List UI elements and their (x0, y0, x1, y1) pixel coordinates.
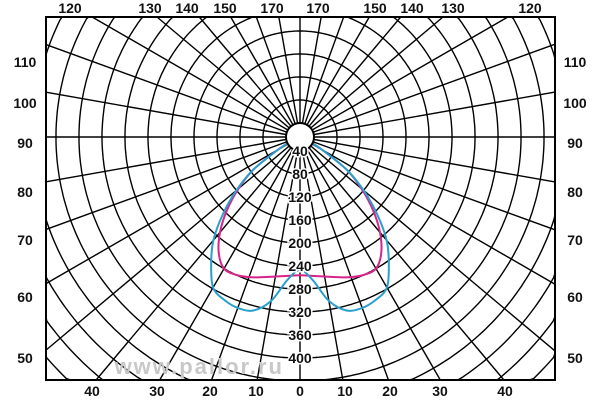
radial-gridline (299, 136, 344, 381)
bottom-angle-label: 10 (337, 383, 353, 399)
right-angle-label: 110 (564, 54, 587, 70)
bottom-angle-label: 30 (149, 383, 165, 399)
radial-value-label: 40 (292, 143, 308, 159)
right-angle-label: 60 (567, 289, 583, 305)
radial-gridline (299, 16, 444, 138)
top-angle-label: 140 (400, 0, 424, 16)
radial-value-label: 240 (288, 258, 312, 274)
left-angle-label: 50 (17, 350, 33, 366)
radial-gridline (299, 43, 556, 138)
radial-gridline (156, 16, 301, 138)
radial-gridline (45, 43, 301, 138)
bottom-angle-label: 0 (296, 383, 304, 399)
radial-gridline (91, 16, 301, 138)
left-angle-label: 90 (17, 135, 33, 151)
left-angle-label: 70 (17, 232, 33, 248)
radial-gridline (45, 136, 301, 231)
left-angle-label: 110 (14, 54, 37, 70)
left-angle-label: 100 (13, 95, 37, 111)
radial-gridline (256, 136, 301, 381)
top-angle-label: 130 (138, 0, 162, 16)
radial-value-label: 160 (288, 212, 312, 228)
radial-value-label: 360 (288, 327, 312, 343)
right-angle-label: 80 (567, 184, 583, 200)
radial-gridline (299, 16, 402, 138)
bottom-angle-label: 40 (497, 383, 513, 399)
bottom-angle-label: 20 (202, 383, 218, 399)
curves (210, 139, 390, 312)
radial-value-label: 280 (288, 281, 312, 297)
right-angle-label: 70 (567, 232, 583, 248)
top-angle-label: 130 (441, 0, 465, 16)
bottom-angle-label: 10 (248, 383, 264, 399)
top-angle-label: 120 (518, 0, 542, 16)
watermark: www.pallor.ru (114, 354, 284, 379)
radial-gridline (299, 136, 441, 381)
left-angle-label: 80 (17, 184, 33, 200)
radial-gridline (299, 16, 509, 138)
center-circle (285, 122, 315, 152)
right-angle-label: 90 (567, 135, 583, 151)
top-angle-label: 120 (58, 0, 82, 16)
radial-gridline (198, 16, 301, 138)
radial-value-label: 80 (292, 166, 308, 182)
radial-gridline (230, 16, 301, 138)
right-angle-label: 100 (563, 95, 587, 111)
radial-gridline (299, 16, 322, 138)
ring-gridline (239, 76, 361, 198)
bottom-angle-label: 40 (84, 383, 100, 399)
ring-gridline (193, 30, 407, 244)
frame (45, 16, 556, 381)
radial-gridline (299, 136, 556, 352)
radial-gridline (278, 16, 301, 138)
radial-gridline (159, 136, 301, 381)
right-angle-label: 50 (567, 350, 583, 366)
radial-value-label: 120 (288, 189, 312, 205)
radial-gridline (299, 136, 556, 285)
radial-value-label: 200 (288, 235, 312, 251)
ring-gridline (216, 53, 384, 221)
radial-gridline (299, 136, 505, 381)
bottom-angle-label: 30 (432, 383, 448, 399)
series-curve-0 (217, 139, 383, 279)
top-angle-label: 150 (363, 0, 387, 16)
radial-gridline (299, 136, 556, 231)
radial-gridline (299, 16, 370, 138)
series-curve-1 (210, 139, 390, 312)
top-angle-label: 170 (306, 0, 330, 16)
top-angle-label: 140 (175, 0, 199, 16)
top-angle-label: 170 (260, 0, 284, 16)
radial-value-label: 400 (288, 350, 312, 366)
bottom-angle-label: 20 (382, 383, 398, 399)
radial-value-label: 320 (288, 304, 312, 320)
top-angle-label: 150 (213, 0, 237, 16)
left-angle-label: 60 (17, 289, 33, 305)
radial-gridline (45, 136, 301, 351)
radial-gridline (95, 136, 301, 381)
ring-gridline (262, 99, 338, 175)
